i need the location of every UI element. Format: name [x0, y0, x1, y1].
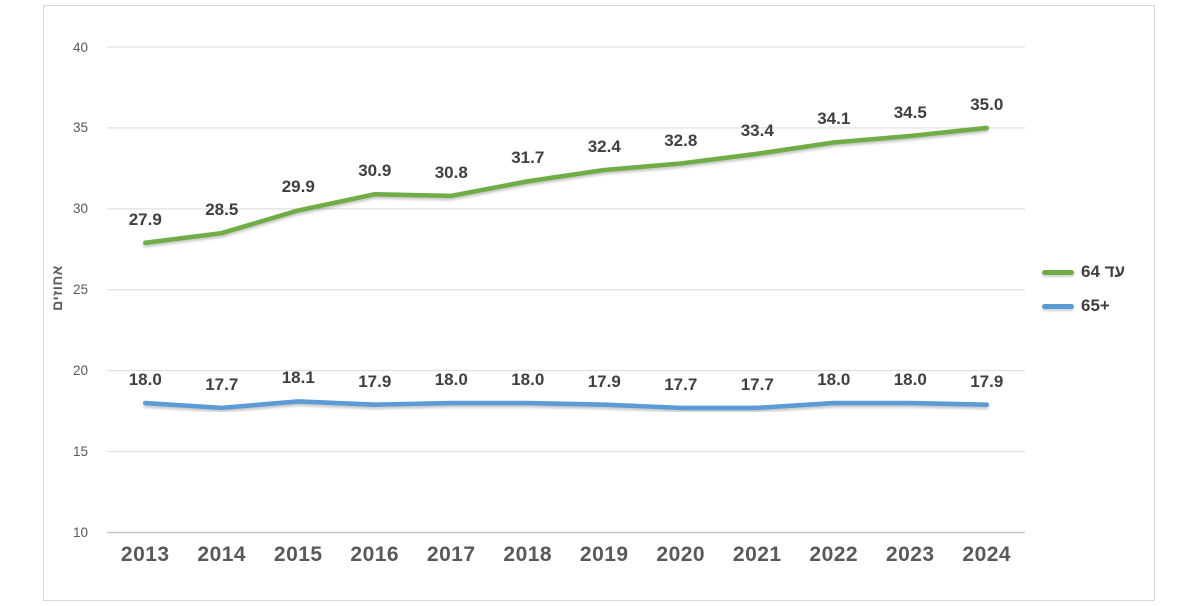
y-tick-label: 30	[72, 201, 88, 217]
x-axis-label: 2019	[579, 543, 629, 566]
x-axis-label: 2014	[197, 543, 247, 566]
data-label: 31.7	[511, 148, 545, 168]
data-label: 28.5	[205, 200, 239, 220]
data-label: 30.8	[434, 162, 468, 182]
data-label: 32.8	[664, 130, 698, 150]
y-tick-label: 25	[72, 282, 88, 298]
data-label: 27.9	[128, 209, 162, 229]
data-label: 30.9	[358, 161, 392, 181]
legend-label-65-plus: +65	[1081, 296, 1110, 315]
data-label: 35.0	[970, 94, 1004, 114]
y-tick-label: 10	[72, 525, 88, 540]
data-label: 32.4	[587, 136, 621, 156]
data-label: 29.9	[281, 177, 315, 197]
data-label: 18.1	[281, 368, 315, 388]
y-tick-label: 40	[72, 39, 88, 55]
data-label: 18.0	[817, 370, 851, 390]
data-label: 17.7	[740, 374, 774, 394]
x-axis-label: 2017	[426, 543, 476, 566]
x-axis-label: 2022	[809, 543, 859, 566]
data-label: 18.0	[434, 370, 468, 390]
legend-item-under-64: עד 64	[1042, 255, 1125, 289]
x-axis-label: 2015	[273, 543, 323, 566]
data-label: 17.9	[970, 371, 1004, 391]
data-label: 34.5	[893, 103, 927, 122]
data-label: 17.9	[358, 371, 392, 391]
y-tick-label: 35	[72, 120, 88, 136]
data-label: 18.0	[893, 370, 927, 390]
legend-swatch-65-plus	[1042, 303, 1074, 309]
x-axis-label: 2023	[885, 543, 935, 566]
x-axis-label: 2018	[503, 543, 553, 566]
legend-swatch-under-64	[1042, 269, 1074, 275]
legend-item-65-plus: +65	[1042, 289, 1125, 323]
x-axis-label: 2016	[350, 543, 400, 566]
x-axis-label: 2020	[656, 543, 706, 566]
data-label: 18.0	[511, 370, 545, 390]
x-axis-label: 2021	[732, 543, 782, 566]
y-tick-label: 15	[72, 444, 88, 460]
data-label: 33.4	[740, 120, 774, 140]
data-label: 17.7	[664, 374, 698, 394]
chart-frame	[43, 5, 1155, 601]
x-axis-label: 2013	[120, 543, 170, 566]
data-label: 17.9	[587, 371, 621, 391]
y-tick-label: 20	[72, 363, 88, 379]
data-label: 17.7	[205, 374, 239, 394]
legend-label-under-64: עד 64	[1081, 262, 1126, 281]
data-label: 18.0	[128, 370, 162, 390]
data-label: 34.1	[817, 109, 851, 129]
x-axis-label: 2024	[962, 543, 1012, 566]
legend: עד 64 +65	[1042, 255, 1125, 323]
